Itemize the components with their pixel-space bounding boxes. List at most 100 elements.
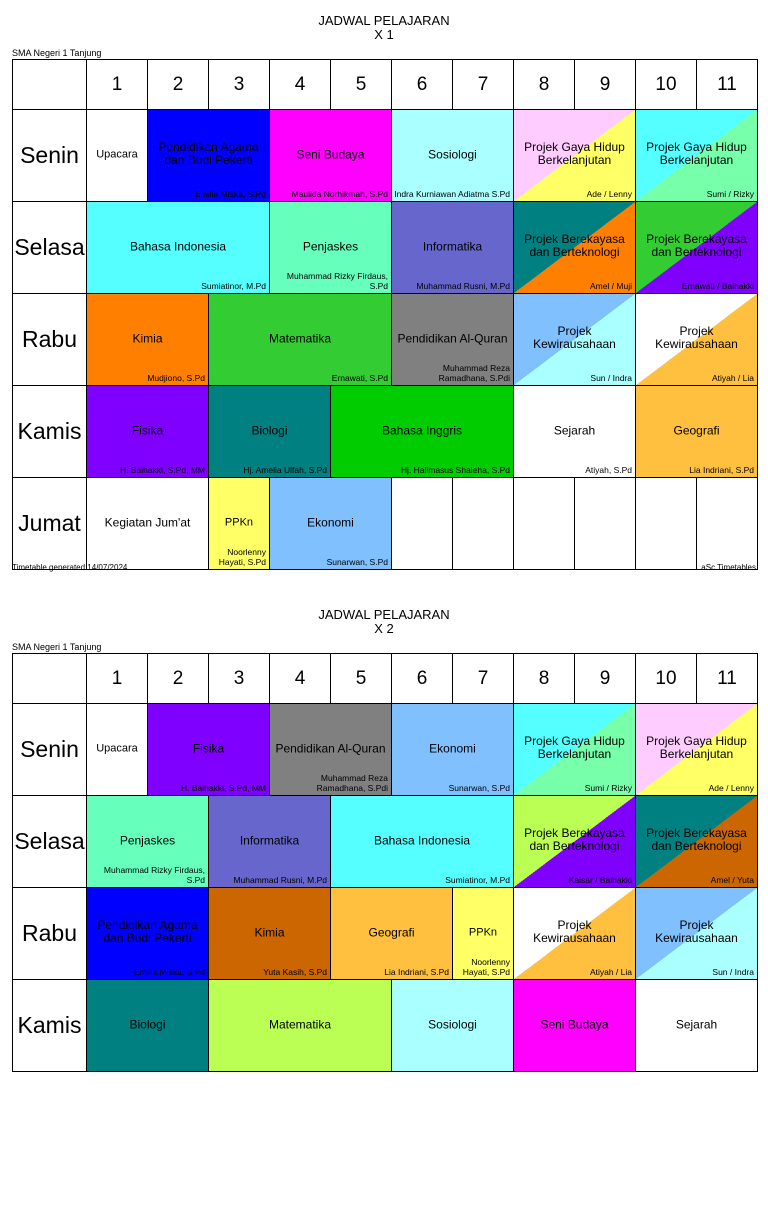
lesson-background — [209, 888, 330, 979]
lesson-subject: Seni Budaya — [296, 146, 365, 161]
period-number: 7 — [452, 59, 514, 110]
lesson-cell: Fisika H. Baihakki, S.Pd, MM — [147, 703, 270, 796]
corner-cell — [12, 653, 87, 704]
lesson-background — [209, 478, 269, 569]
lesson-background — [270, 202, 391, 293]
lesson-teacher: Emilia Miska, S.Pd — [195, 189, 266, 199]
lesson-teacher: Sumiatinor, M.Pd — [445, 875, 510, 885]
lesson-subject: Fisika — [131, 422, 164, 437]
lesson-subject: Ekonomi — [429, 740, 476, 755]
timetable-sheet: JADWAL PELAJARAN X 1 SMA Negeri 1 Tanjung 1… — [0, 12, 768, 612]
lesson-background — [87, 796, 208, 887]
lesson-teacher: Muhammad Rizky Firdaus, S.Pd — [286, 271, 388, 291]
lesson-background — [636, 796, 757, 887]
lesson-background — [697, 478, 757, 569]
lesson-subject: Bahasa Indonesia — [129, 238, 227, 253]
lesson-background — [514, 294, 635, 385]
lesson-subject: Fisika — [192, 740, 225, 755]
lesson-background — [331, 386, 513, 477]
lesson-subject: Informatika — [422, 238, 483, 253]
lesson-background — [87, 202, 269, 293]
lesson-background — [87, 478, 208, 569]
lesson-teacher: H. Baihakki, S.Pd, MM — [119, 465, 205, 475]
day-label: Selasa — [12, 201, 87, 294]
day-row: Senin Upacara Fisika H. Baihakki, S.Pd, MM P… — [12, 703, 758, 796]
lesson-teacher: Muhammad Reza Ramadhana, S.Pdi — [316, 773, 388, 793]
lesson-teacher: Muhammad Reza Ramadhana, S.Pdi — [438, 363, 510, 383]
lesson-subject: Pendidikan Agama dan Budi Pekerti — [97, 917, 198, 945]
lesson-cell: Bahasa Indonesia Sumiatinor, M.Pd — [330, 795, 514, 888]
lesson-cell: Ekonomi Sunarwan, S.Pd — [391, 703, 514, 796]
period-number: 5 — [330, 59, 392, 110]
lesson-teacher: Hj. Halimasus Shaleha, S.Pd — [400, 465, 510, 475]
period-number: 6 — [391, 653, 453, 704]
lesson-cell: Projek Berekayasa dan Berteknologi Amel /… — [635, 795, 758, 888]
period-number: 8 — [513, 59, 575, 110]
lesson-subject: Projek Kewirausahaan — [533, 917, 616, 945]
lesson-subject: Penjaskes — [119, 832, 176, 847]
lesson-subject: Projek Kewirausahaan — [655, 323, 738, 351]
lesson-teacher: Indra Kurniawan Adiatma S.Pd — [394, 189, 510, 199]
day-row: Kamis Fisika H. Baihakki, S.Pd, MM Biologi H… — [12, 385, 758, 478]
lesson-teacher: Sumiatinor, M.Pd — [201, 281, 266, 291]
lesson-cell — [696, 477, 758, 570]
lesson-subject: PPKn — [224, 515, 254, 528]
lesson-background — [514, 888, 635, 979]
lesson-subject: Upacara — [96, 741, 138, 754]
lesson-background — [392, 202, 513, 293]
lesson-subject: Ekonomi — [307, 514, 354, 529]
lesson-subject: Penjaskes — [302, 238, 359, 253]
lesson-background — [636, 386, 757, 477]
lesson-background — [148, 704, 269, 795]
timetable-grid: 1 2 3 4 5 6 7 8 9 10 11 Senin Upacara Pendidikan Agam… — [12, 59, 758, 570]
timetable-grid: 1 2 3 4 5 6 7 8 9 10 11 Senin Upacara Fisika H. Baihak… — [12, 653, 758, 1072]
lesson-subject: Pendidikan Al-Quran — [397, 330, 508, 345]
period-number: 1 — [86, 59, 148, 110]
lesson-cell: Projek Gaya Hidup Berkelanjutan Ade / Len… — [513, 109, 636, 202]
lesson-background — [636, 704, 757, 795]
day-row: Jumat Kegiatan Jum'at PPKn Noorlenny Hayati… — [12, 477, 758, 570]
period-number: 6 — [391, 59, 453, 110]
day-row: Selasa Penjaskes Muhammad Rizky Firdaus, S… — [12, 795, 758, 888]
period-header-row: 1 2 3 4 5 6 7 8 9 10 11 — [12, 653, 758, 704]
lesson-background — [636, 478, 696, 569]
lesson-cell — [574, 477, 636, 570]
footer-brand: aSc Timetables — [701, 563, 756, 572]
corner-cell — [12, 59, 87, 110]
footer-generated: Timetable generated:14/07/2024 — [12, 563, 128, 572]
lesson-teacher: Atiyah / Lia — [711, 373, 754, 383]
period-number: 2 — [147, 653, 209, 704]
lesson-background — [331, 796, 513, 887]
lesson-subject: Projek Berekayasa dan Berteknologi — [524, 825, 625, 853]
lesson-cell: Penjaskes Muhammad Rizky Firdaus, S.Pd — [269, 201, 392, 294]
period-number: 5 — [330, 653, 392, 704]
lesson-cell: Projek Gaya Hidup Berkelanjutan Sumi / Ri… — [635, 109, 758, 202]
lesson-teacher: Lia Indriani, S.Pd — [689, 465, 754, 475]
day-row: Kamis Biologi Matematika Sosiologi Seni Buda… — [12, 979, 758, 1072]
lesson-cell: Geografi Lia Indriani, S.Pd — [635, 385, 758, 478]
lesson-teacher: Ernawati / Baihakki — [681, 281, 754, 291]
period-number: 1 — [86, 653, 148, 704]
lesson-teacher: Hj. Amelia Ulfah, S.Pd — [243, 465, 327, 475]
lesson-background — [209, 386, 330, 477]
lesson-teacher: Ade / Lenny — [708, 783, 754, 793]
lesson-cell: Pendidikan Agama dan Budi Pekerti Emilia … — [86, 887, 209, 980]
lesson-background — [87, 294, 208, 385]
lesson-teacher: Ernawati, S.Pd — [331, 373, 388, 383]
lesson-cell: PPKn Noorlenny Hayati, S.Pd — [208, 477, 270, 570]
day-label: Senin — [12, 703, 87, 796]
lesson-cell: Sosiologi — [391, 979, 514, 1072]
lesson-cell — [513, 477, 575, 570]
lesson-background — [87, 110, 147, 201]
lesson-cell: Projek Berekayasa dan Berteknologi Amel /… — [513, 201, 636, 294]
period-number: 11 — [696, 59, 758, 110]
lesson-background — [87, 386, 208, 477]
lesson-teacher: Emilia Miska, S.Pd — [134, 967, 205, 977]
lesson-background — [209, 294, 391, 385]
day-label: Selasa — [12, 795, 87, 888]
lesson-background — [636, 202, 757, 293]
school-name: SMA Negeri 1 Tanjung — [12, 48, 102, 58]
lesson-cell: Informatika Muhammad Rusni, M.Pd — [391, 201, 514, 294]
day-label: Kamis — [12, 385, 87, 478]
timetable-title: JADWAL PELAJARAN — [318, 607, 450, 622]
